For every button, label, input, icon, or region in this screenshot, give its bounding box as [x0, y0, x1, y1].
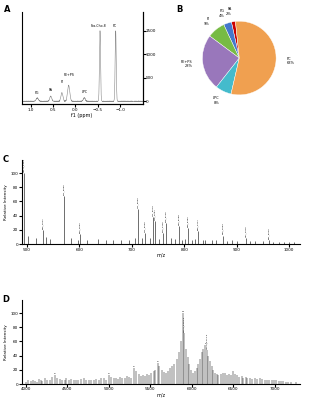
Text: B: B: [177, 5, 183, 14]
X-axis label: f1 (ppm): f1 (ppm): [71, 113, 93, 118]
Text: PG: PG: [35, 91, 40, 95]
X-axis label: m/z: m/z: [156, 393, 165, 398]
Text: 603_4532: 603_4532: [80, 221, 81, 233]
Text: C: C: [2, 155, 8, 164]
Text: PI
9%: PI 9%: [204, 17, 210, 26]
Text: 765_5145: 765_5145: [165, 210, 167, 222]
Text: 571_5666: 571_5666: [63, 183, 65, 195]
Text: 826_4477: 826_4477: [197, 218, 199, 230]
Text: 741_5679: 741_5679: [153, 204, 154, 216]
X-axis label: m/z: m/z: [156, 253, 165, 258]
Text: 471.3_5466: 471.3_5466: [23, 158, 25, 172]
Text: LPC: LPC: [81, 90, 87, 94]
Text: PI: PI: [61, 80, 63, 84]
Wedge shape: [224, 22, 239, 58]
Text: LPC
8%: LPC 8%: [212, 96, 219, 105]
Text: 873_4663: 873_4663: [222, 223, 223, 234]
Wedge shape: [202, 36, 239, 87]
Text: Fos-Cho-8: Fos-Cho-8: [91, 24, 107, 28]
Text: 721_5006: 721_5006: [144, 220, 146, 232]
Text: PE+PS: PE+PS: [63, 73, 74, 77]
Text: 961_5046: 961_5046: [268, 227, 269, 239]
Text: d: d: [108, 373, 110, 374]
Y-axis label: Relative Intensity: Relative Intensity: [4, 324, 8, 360]
Text: 760_4445: 760_4445: [163, 220, 164, 232]
Text: A: A: [3, 5, 10, 14]
Text: 808_5462: 808_5462: [188, 216, 189, 227]
Text: D: D: [2, 295, 9, 304]
Text: 433.5_5474.0: 433.5_5474.0: [206, 333, 208, 349]
Text: PE+PS
28%: PE+PS 28%: [181, 60, 193, 68]
Text: PC: PC: [113, 24, 117, 28]
Wedge shape: [210, 25, 239, 58]
Text: b: b: [204, 343, 206, 344]
Text: PC
63%: PC 63%: [286, 57, 294, 65]
Text: b: b: [133, 366, 134, 367]
Text: 790_5158: 790_5158: [178, 214, 180, 225]
Wedge shape: [217, 58, 239, 94]
Wedge shape: [231, 22, 239, 58]
Y-axis label: Relative Intensity: Relative Intensity: [4, 184, 8, 220]
Text: 489.9_5435.4: 489.9_5435.4: [184, 316, 185, 332]
Text: PG
4%: PG 4%: [218, 9, 224, 18]
Text: PA
2%: PA 2%: [226, 7, 232, 16]
Text: 917_4975: 917_4975: [245, 226, 247, 237]
Text: 746_4237: 746_4237: [154, 208, 156, 220]
Text: M: M: [182, 311, 184, 312]
Text: b: b: [157, 361, 159, 362]
Wedge shape: [231, 21, 276, 95]
Text: 536_4611: 536_4611: [42, 217, 43, 229]
Text: 711_5630: 711_5630: [137, 196, 138, 208]
Text: PA: PA: [49, 88, 53, 92]
